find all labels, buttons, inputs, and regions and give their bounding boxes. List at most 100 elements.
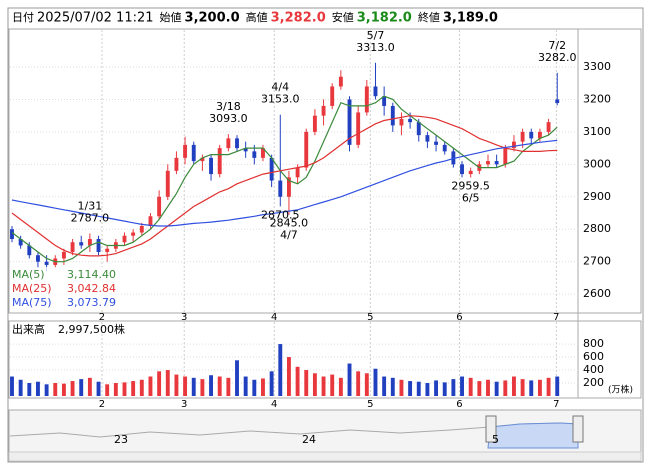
volume-bar xyxy=(217,376,222,396)
volume-bar xyxy=(321,376,326,396)
header-value: 2025/07/02 11:21 xyxy=(37,11,154,26)
candle-body xyxy=(165,170,170,197)
volume-bar xyxy=(191,377,196,396)
volume-bar xyxy=(304,370,309,396)
candle-body xyxy=(243,148,248,152)
volume-bar xyxy=(148,376,153,396)
volume-bar xyxy=(226,377,231,396)
volume-bar xyxy=(356,371,361,396)
candle-body xyxy=(96,238,101,252)
candle-body xyxy=(330,86,335,106)
volume-bar xyxy=(338,377,343,396)
candle-body xyxy=(278,180,283,197)
x-tick-label: 2 xyxy=(99,399,105,410)
annotation-date: 6/5 xyxy=(462,191,480,204)
x-tick-label: 6 xyxy=(456,312,462,323)
header-value: 3,182.0 xyxy=(357,11,412,26)
candle-body xyxy=(209,157,213,175)
candle-body xyxy=(338,76,343,87)
legend-name: MA(25) xyxy=(12,282,52,295)
candle-body xyxy=(555,99,560,104)
y-tick-label: 3300 xyxy=(583,60,611,73)
volume-bar xyxy=(79,379,84,396)
navigator-handle[interactable] xyxy=(485,415,497,443)
volume-bar xyxy=(546,377,551,396)
volume-bar xyxy=(269,371,274,396)
volume-bar xyxy=(425,383,430,396)
candle-body xyxy=(356,112,361,145)
candle-body xyxy=(70,242,75,252)
candle-body xyxy=(304,131,309,168)
volume-bar xyxy=(399,379,404,396)
candle-body xyxy=(252,151,257,158)
volume-bar xyxy=(53,383,58,396)
candle-body xyxy=(503,148,508,165)
volume-bar xyxy=(555,376,560,396)
volume-bar xyxy=(278,344,283,396)
candle-body xyxy=(442,144,447,152)
candle-body xyxy=(546,122,551,132)
volume-bar xyxy=(373,368,378,396)
annotation-date: 1/31 xyxy=(78,199,103,212)
candle-body xyxy=(451,151,456,165)
annotation-price: 2870.5 xyxy=(261,208,300,221)
volume-bar xyxy=(434,380,439,396)
volume-bar xyxy=(442,382,447,396)
candle-body xyxy=(425,135,430,142)
volume-bar xyxy=(477,381,482,396)
candle-body xyxy=(321,105,326,116)
candle-body xyxy=(174,157,179,171)
candle-body xyxy=(269,157,274,181)
annotation-price: 2845.0 xyxy=(270,217,309,230)
annotation-date: 7/2 xyxy=(548,39,566,52)
candle-body xyxy=(61,251,66,259)
candle-body xyxy=(261,148,265,158)
candle-body xyxy=(148,216,153,227)
ma-line xyxy=(11,115,558,257)
x-tick-label: 4 xyxy=(271,312,277,323)
volume-bar xyxy=(390,377,395,396)
volume-bar xyxy=(312,373,317,396)
candle-body xyxy=(286,177,291,197)
header-label: 高値 xyxy=(246,10,268,24)
candle-body xyxy=(105,248,110,252)
candle-body xyxy=(79,242,84,246)
annotation-price: 3093.0 xyxy=(209,112,248,125)
x-tick-label: 3 xyxy=(181,312,187,323)
y-tick-label: 600 xyxy=(583,350,604,363)
y-tick-label: 400 xyxy=(583,363,604,376)
scrollbar[interactable] xyxy=(8,451,642,462)
volume-bar xyxy=(537,379,542,396)
candle-body xyxy=(200,157,205,162)
x-tick-label: 6 xyxy=(456,399,462,410)
volume-bar xyxy=(70,381,75,396)
candle-body xyxy=(468,170,473,175)
ma-line xyxy=(11,139,558,227)
main-panel xyxy=(8,28,642,314)
annotation-date: 4/4 xyxy=(271,81,289,94)
header-label: 日付 xyxy=(12,11,34,24)
volume-bar xyxy=(36,381,40,396)
x-tick-label: 5 xyxy=(367,312,373,323)
candle-body xyxy=(399,118,404,126)
candle-body xyxy=(390,105,395,126)
x-tick-label: 7 xyxy=(553,399,559,410)
volume-bar xyxy=(105,384,110,396)
ma-line xyxy=(11,95,558,263)
legend-value: 3,042.84 xyxy=(67,282,116,295)
header-value: 3,200.0 xyxy=(185,11,240,26)
volume-title: 出来高 xyxy=(12,322,45,336)
annotation-price: 3313.0 xyxy=(356,41,395,54)
candle-body xyxy=(36,255,40,262)
candle-body xyxy=(18,238,23,246)
volume-bar xyxy=(416,381,421,396)
x-tick-label: 2 xyxy=(99,312,105,323)
volume-bar xyxy=(408,381,413,396)
candle-body xyxy=(364,86,369,113)
volume-bar xyxy=(503,380,508,396)
x-tick-label: 4 xyxy=(271,399,277,410)
volume-bar xyxy=(87,377,92,396)
navigator-handle[interactable] xyxy=(572,415,584,443)
navigator-label: 24 xyxy=(302,433,316,446)
volume-panel xyxy=(8,320,642,399)
